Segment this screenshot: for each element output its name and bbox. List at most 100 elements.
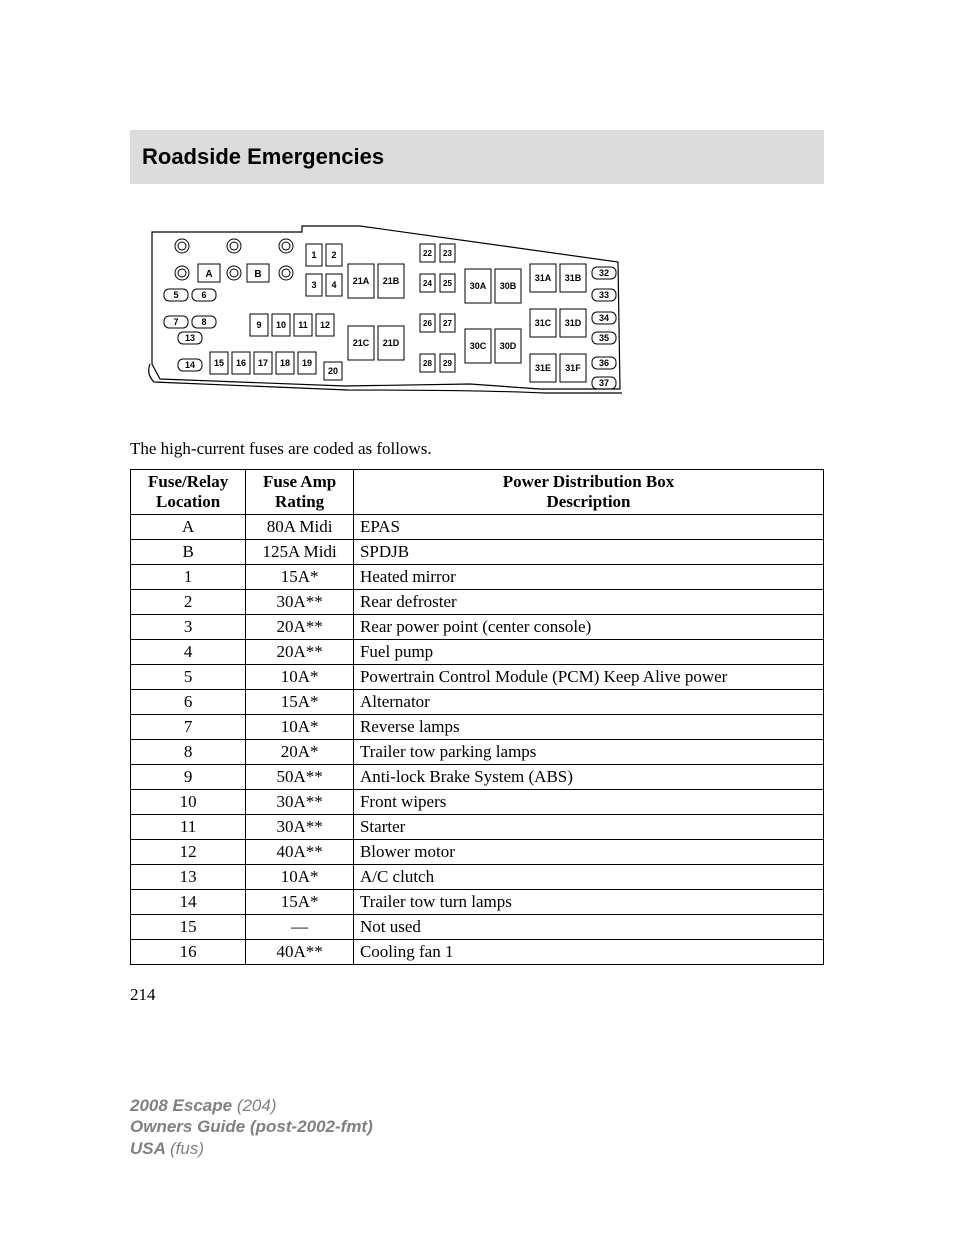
fuse-box-diagram: AB567813141234910111215161718192021A21B2… [130,214,824,419]
cell-amp: 30A** [246,790,354,815]
cell-amp: 50A** [246,765,354,790]
svg-text:33: 33 [599,290,609,300]
cell-location: 2 [131,590,246,615]
svg-text:31C: 31C [535,318,552,328]
cell-desc: Anti-lock Brake System (ABS) [353,765,823,790]
cell-location: 8 [131,740,246,765]
footer: 2008 Escape (204) Owners Guide (post-200… [130,1095,824,1159]
svg-text:36: 36 [599,358,609,368]
svg-text:4: 4 [331,280,336,290]
svg-text:A: A [205,269,212,280]
svg-text:21C: 21C [353,338,370,348]
cell-desc: SPDJB [353,540,823,565]
cell-desc: Blower motor [353,840,823,865]
svg-text:21B: 21B [383,276,400,286]
cell-desc: Starter [353,815,823,840]
cell-amp: 30A** [246,815,354,840]
caption-text: The high-current fuses are coded as foll… [130,439,824,459]
svg-text:10: 10 [276,320,286,330]
cell-location: 11 [131,815,246,840]
table-row: 710A*Reverse lamps [131,715,824,740]
svg-text:2: 2 [331,250,336,260]
svg-text:22: 22 [423,249,432,258]
cell-amp: 40A** [246,840,354,865]
page-number: 214 [130,985,824,1005]
table-row: 1310A*A/C clutch [131,865,824,890]
cell-location: 12 [131,840,246,865]
svg-text:32: 32 [599,268,609,278]
cell-amp: 80A Midi [246,515,354,540]
cell-amp: 10A* [246,715,354,740]
svg-text:30C: 30C [470,341,487,351]
cell-amp: 20A** [246,615,354,640]
cell-location: 13 [131,865,246,890]
svg-text:B: B [254,269,261,280]
cell-amp: 15A* [246,890,354,915]
cell-desc: Cooling fan 1 [353,940,823,965]
svg-text:13: 13 [185,333,195,343]
svg-text:31E: 31E [535,363,551,373]
svg-text:19: 19 [302,358,312,368]
table-row: 1030A**Front wipers [131,790,824,815]
cell-amp: 20A** [246,640,354,665]
svg-text:29: 29 [443,359,452,368]
svg-text:18: 18 [280,358,290,368]
footer-region: USA [130,1139,170,1158]
cell-desc: Rear power point (center console) [353,615,823,640]
cell-amp: 30A** [246,590,354,615]
table-row: A80A MidiEPAS [131,515,824,540]
cell-desc: Trailer tow parking lamps [353,740,823,765]
cell-location: 5 [131,665,246,690]
svg-text:12: 12 [320,320,330,330]
cell-amp: 10A* [246,665,354,690]
cell-amp: 15A* [246,565,354,590]
footer-guide: Owners Guide (post-2002-fmt) [130,1117,373,1136]
svg-text:15: 15 [214,358,224,368]
cell-location: 4 [131,640,246,665]
svg-text:30A: 30A [470,281,487,291]
table-row: 510A*Powertrain Control Module (PCM) Kee… [131,665,824,690]
cell-location: B [131,540,246,565]
cell-desc: Front wipers [353,790,823,815]
cell-location: 9 [131,765,246,790]
svg-text:28: 28 [423,359,432,368]
svg-text:9: 9 [256,320,261,330]
cell-desc: A/C clutch [353,865,823,890]
cell-desc: Not used [353,915,823,940]
cell-location: 3 [131,615,246,640]
cell-amp: 20A* [246,740,354,765]
cell-location: 15 [131,915,246,940]
cell-desc: Fuel pump [353,640,823,665]
table-row: 1130A**Starter [131,815,824,840]
table-row: 1240A**Blower motor [131,840,824,865]
svg-text:31D: 31D [565,318,582,328]
svg-text:25: 25 [443,279,452,288]
cell-location: 6 [131,690,246,715]
footer-model: 2008 Escape [130,1096,237,1115]
svg-text:23: 23 [443,249,452,258]
table-row: 230A**Rear defroster [131,590,824,615]
table-row: 420A**Fuel pump [131,640,824,665]
svg-text:17: 17 [258,358,268,368]
cell-desc: Rear defroster [353,590,823,615]
cell-location: 14 [131,890,246,915]
cell-location: 10 [131,790,246,815]
table-row: 15—Not used [131,915,824,940]
cell-desc: Heated mirror [353,565,823,590]
cell-location: 1 [131,565,246,590]
svg-text:20: 20 [328,366,338,376]
section-title: Roadside Emergencies [142,144,384,169]
svg-text:26: 26 [423,319,432,328]
svg-text:21A: 21A [353,276,370,286]
table-row: 320A**Rear power point (center console) [131,615,824,640]
cell-location: A [131,515,246,540]
svg-text:31A: 31A [535,273,552,283]
cell-amp: 125A Midi [246,540,354,565]
col-header-location: Fuse/RelayLocation [131,470,246,515]
cell-desc: Powertrain Control Module (PCM) Keep Ali… [353,665,823,690]
cell-desc: Reverse lamps [353,715,823,740]
svg-text:27: 27 [443,319,452,328]
svg-text:11: 11 [298,320,308,330]
table-row: 615A*Alternator [131,690,824,715]
footer-region-code: (fus) [170,1139,204,1158]
